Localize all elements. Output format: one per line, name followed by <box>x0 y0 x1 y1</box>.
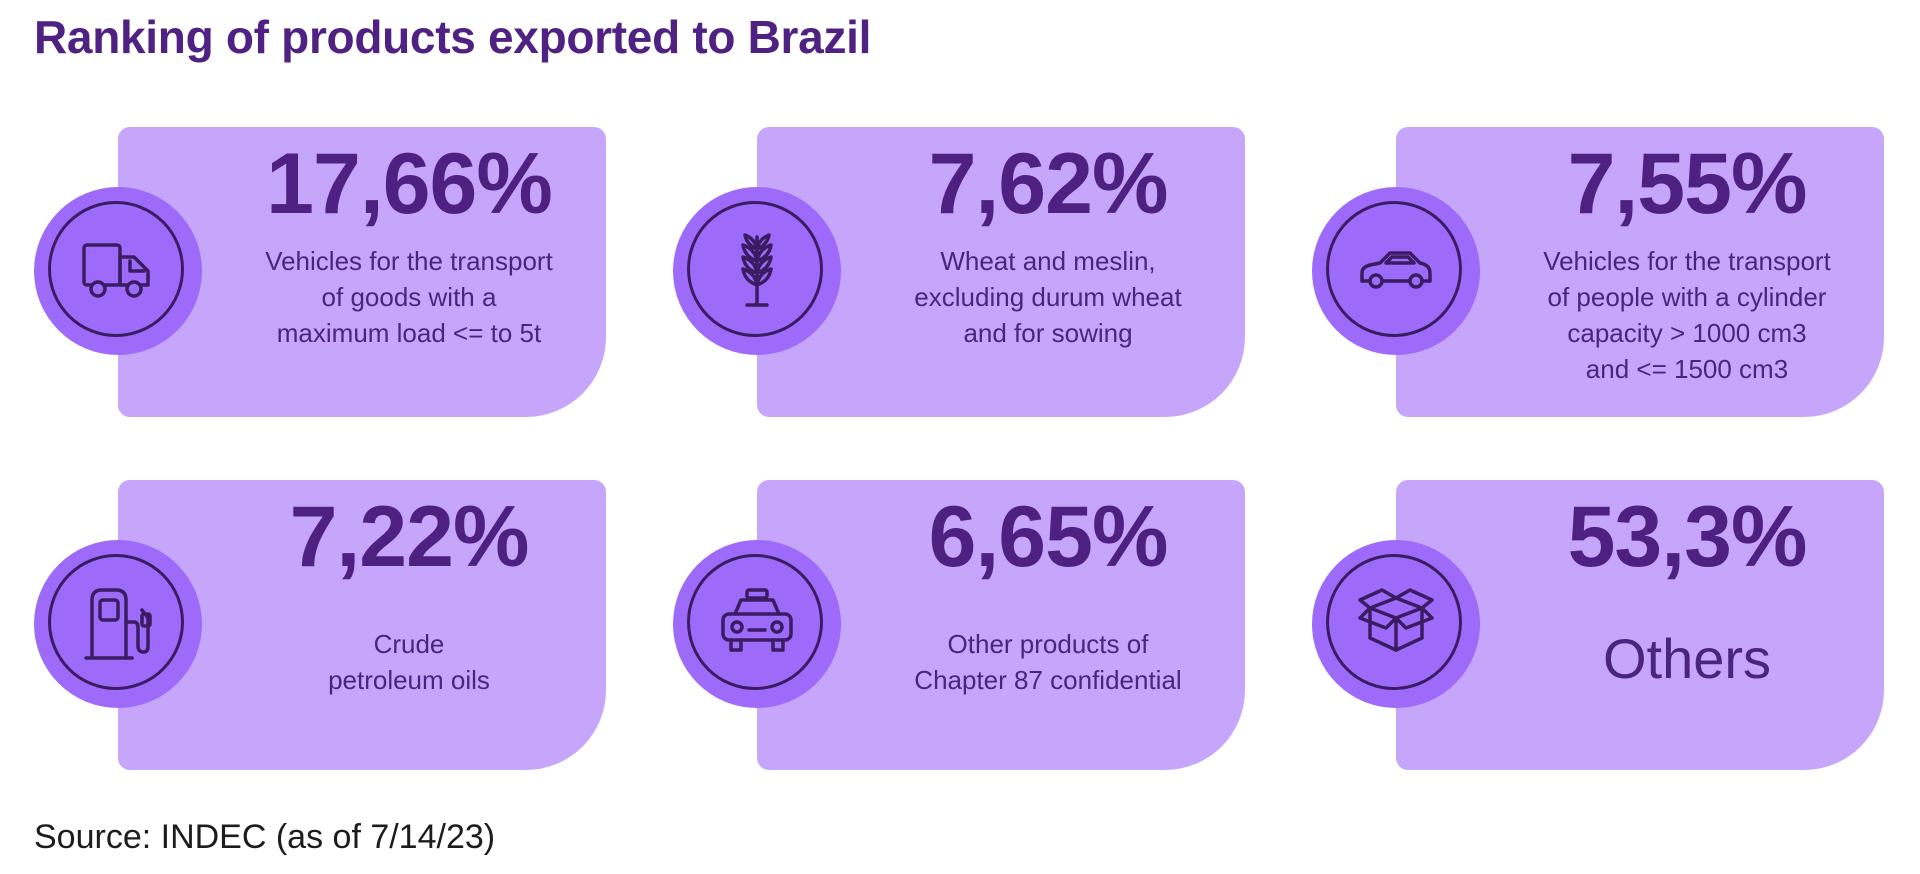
product-card-others: 53,3% Others <box>1312 480 1918 770</box>
icon-ring <box>1326 201 1462 337</box>
product-card-crude-oil: 7,22% Crude petroleum oils <box>34 480 640 770</box>
icon-badge <box>673 187 841 355</box>
wheat-icon <box>741 233 773 307</box>
page-title: Ranking of products exported to Brazil <box>34 11 872 63</box>
product-card-chapter-87: 6,65% Other products of Chapter 87 confi… <box>673 480 1279 770</box>
icon-badge <box>673 540 841 708</box>
share-value: 7,22% <box>289 489 530 585</box>
icon-ring <box>48 201 184 337</box>
icon-badge <box>1312 187 1480 355</box>
product-label: Crude petroleum oils <box>328 629 490 695</box>
product-label: Vehicles for the transport of goods with… <box>265 246 553 348</box>
fuel-pump-icon <box>84 588 152 660</box>
product-label: Vehicles for the transport of people wit… <box>1543 246 1831 384</box>
product-label: Wheat and meslin, excluding durum wheat … <box>914 246 1182 348</box>
icon-ring <box>48 554 184 690</box>
share-value: 53,3% <box>1567 489 1808 585</box>
car-icon <box>1360 251 1432 289</box>
share-value: 6,65% <box>928 489 1169 585</box>
icon-ring <box>687 554 823 690</box>
icon-badge <box>34 187 202 355</box>
share-value: 7,55% <box>1567 136 1808 232</box>
product-card-wheat: 7,62% Wheat and meslin, excluding durum … <box>673 127 1279 417</box>
icon-badge <box>34 540 202 708</box>
share-value: 17,66% <box>266 136 553 232</box>
icon-ring <box>687 201 823 337</box>
icon-ring <box>1326 554 1462 690</box>
product-card-vehicles-people: 7,55% Vehicles for the transport of peop… <box>1312 127 1918 417</box>
truck-icon <box>82 243 150 298</box>
source-note: Source: INDEC (as of 7/14/23) <box>34 818 496 856</box>
taxi-icon <box>721 588 793 652</box>
share-value: 7,62% <box>928 136 1169 232</box>
product-label: Others <box>1602 627 1772 690</box>
product-card-vehicles-goods: 17,66% Vehicles for the transport of goo… <box>34 127 640 417</box>
product-label: Other products of Chapter 87 confidentia… <box>914 629 1182 695</box>
box-icon <box>1358 588 1434 652</box>
icon-badge <box>1312 540 1480 708</box>
